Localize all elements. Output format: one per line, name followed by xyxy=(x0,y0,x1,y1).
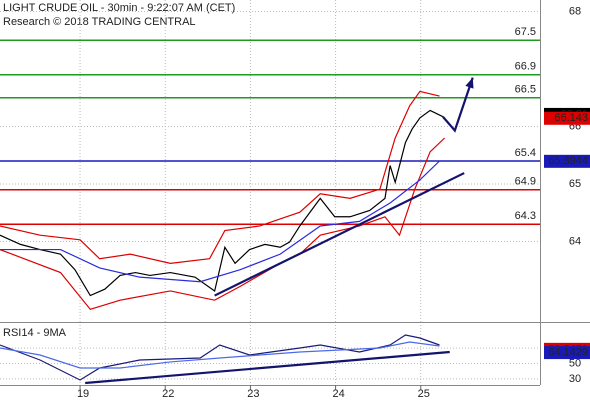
price-tag-label: 66.143 xyxy=(554,112,588,124)
x-tick-label: 19 xyxy=(77,388,89,400)
level-label: 66.9 xyxy=(515,61,536,73)
level-label: 67.5 xyxy=(515,26,536,38)
price-tag-label: 65.3944 xyxy=(548,155,588,167)
level-label: 65.4 xyxy=(515,147,536,159)
x-tick-label: 23 xyxy=(247,388,259,400)
y-tick-label: 50 xyxy=(569,357,581,369)
projection-arrow xyxy=(442,77,474,133)
series-line xyxy=(0,90,440,264)
level-label: 66.5 xyxy=(515,84,536,96)
x-tick-label: 24 xyxy=(332,388,344,400)
price-tag xyxy=(544,111,590,125)
x-tick-label: 25 xyxy=(418,388,430,400)
level-label: 64.9 xyxy=(515,176,536,188)
panel-title: RSI14 - 9MA xyxy=(3,327,67,339)
series-line xyxy=(0,334,440,381)
x-tick-label: 22 xyxy=(162,388,174,400)
arrow-head xyxy=(465,77,474,89)
level-label: 64.3 xyxy=(515,210,536,222)
chart-title: LIGHT CRUDE OIL - 30min - 9:22:07 AM (CE… xyxy=(3,2,235,14)
series-line xyxy=(0,160,440,283)
price-tag xyxy=(544,346,590,360)
y-tick-label: 64 xyxy=(569,235,581,247)
trend-line xyxy=(214,172,465,297)
y-tick-label: 30 xyxy=(569,373,581,385)
y-tick-label: 68 xyxy=(569,5,581,17)
chart-subtitle: Research © 2018 TRADING CENTRAL xyxy=(3,16,196,28)
series-line xyxy=(0,341,440,369)
price-tag-label: 64.1429 xyxy=(548,346,588,358)
y-tick-label: 65 xyxy=(569,178,581,190)
price-tag xyxy=(544,154,590,168)
series-line xyxy=(0,109,444,297)
trend-line xyxy=(85,350,450,385)
